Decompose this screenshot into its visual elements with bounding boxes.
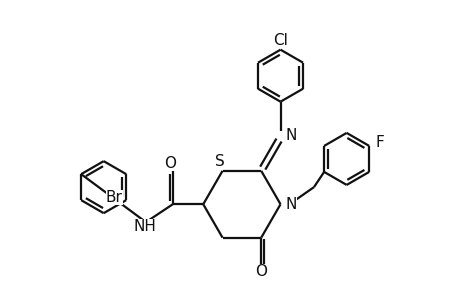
Text: Cl: Cl: [273, 33, 287, 48]
Text: S: S: [215, 154, 225, 169]
Text: Br: Br: [106, 190, 123, 206]
Text: N: N: [285, 128, 296, 142]
Text: NH: NH: [134, 219, 157, 234]
Text: F: F: [375, 135, 384, 150]
Text: N: N: [285, 197, 296, 212]
Text: O: O: [164, 156, 176, 171]
Text: O: O: [255, 264, 267, 279]
